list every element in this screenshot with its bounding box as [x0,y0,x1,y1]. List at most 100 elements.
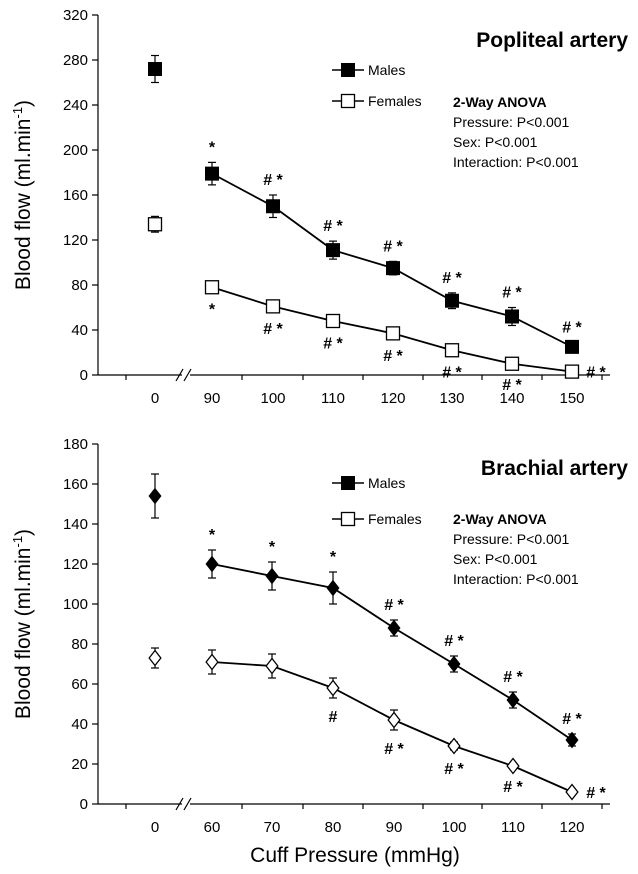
popliteal-chart-title: Popliteal artery [476,29,628,52]
popliteal-y-tick-label: 320 [63,7,88,24]
popliteal-data-point-females [325,313,341,329]
brachial-significance-mark: # * [384,597,404,614]
popliteal-data-point-females [504,356,520,371]
brachial-data-point-males [148,487,162,505]
popliteal-x-tick-label: 100 [260,390,285,407]
brachial-series-line-males [211,563,573,741]
popliteal-y-tick-label: 80 [71,277,88,294]
brachial-axis-break-mark [183,797,192,811]
popliteal-data-point-females [444,343,460,358]
brachial-legend-label: Females [368,511,422,527]
popliteal-significance-mark: # * [383,348,403,365]
popliteal-x-tick-label: 120 [380,390,405,407]
popliteal-significance-mark: # * [263,172,283,189]
popliteal-y-tick-label: 240 [63,97,88,114]
brachial-data-point-males [387,619,401,637]
brachial-data-point-females [205,653,219,671]
popliteal-data-point-females [265,299,281,314]
brachial-significance-mark: # [329,709,338,726]
popliteal-legend-marker [340,93,356,109]
brachial-data-point-females [326,679,340,697]
brachial-y-tick-label: 100 [63,596,88,613]
popliteal-significance-mark: # * [383,238,403,255]
brachial-significance-mark: # * [503,669,523,686]
brachial-x-tick-label: 60 [204,819,221,836]
brachial-data-point-males [265,567,279,585]
popliteal-y-tick-label: 40 [71,322,88,339]
brachial-y-tick-label: 140 [63,516,88,533]
popliteal-y-axis-label-main: Blood flow (ml.min [12,119,35,291]
brachial-legend-marker [341,476,355,490]
popliteal-significance-mark: # * [442,365,462,382]
popliteal-data-point-females [204,280,220,295]
popliteal-y-tick-label: 200 [63,142,88,159]
popliteal-anova-line: Pressure: P<0.001 [453,114,570,130]
brachial-data-point-males [326,579,340,597]
popliteal-data-point-males [445,293,459,308]
popliteal-data-point-males [505,309,519,324]
popliteal-anova-line: Sex: P<0.001 [453,134,538,150]
brachial-y-axis-label: Blood flow (ml.min-1) [10,529,35,719]
brachial-data-point-females [387,711,401,729]
popliteal-significance-mark: # * [502,285,522,302]
brachial-x-tick-label: 110 [501,819,525,836]
brachial-legend-label: Males [368,475,405,491]
popliteal-axis-break-mark [175,368,184,382]
brachial-y-tick-label: 40 [71,716,88,733]
brachial-significance-mark: * [209,527,216,544]
popliteal-significance-mark: # * [323,335,343,352]
popliteal-significance-mark: # * [263,321,283,338]
popliteal-x-tick-label: 0 [151,390,159,407]
brachial-y-tick-label: 60 [71,676,88,693]
popliteal-significance-mark: * [209,139,216,156]
brachial-data-point-males [447,655,461,673]
popliteal-legend-label: Females [368,93,422,109]
popliteal-x-tick-label: 150 [559,390,584,407]
popliteal-data-point-females [564,364,580,379]
brachial-data-point-females [565,783,579,801]
brachial-data-point-females [506,757,520,775]
popliteal-data-point-males [565,339,579,354]
brachial-data-point-females [148,649,162,667]
brachial-data-point-males [506,691,520,709]
brachial-axis-break-mark [175,797,184,811]
popliteal-y-tick-label: 160 [63,187,88,204]
popliteal-significance-mark: # * [323,218,343,235]
popliteal-anova-line: Interaction: P<0.001 [453,154,579,170]
brachial-significance-mark: # * [503,779,523,796]
popliteal-y-axis-label-superscript: -1 [10,107,25,119]
brachial-y-tick-label: 160 [63,476,88,493]
brachial-y-tick-label: 20 [71,756,88,773]
popliteal-y-tick-label: 280 [63,52,88,69]
brachial-y-tick-label: 0 [80,796,88,813]
popliteal-x-tick-label: 140 [499,390,524,407]
popliteal-data-point-females [147,217,163,232]
popliteal-legend-marker [341,63,355,77]
brachial-y-tick-label: 180 [63,436,88,453]
brachial-data-point-females [265,657,279,675]
popliteal-data-point-females [385,326,401,341]
popliteal-data-point-males [148,62,162,76]
brachial-y-axis-label-main: Blood flow (ml.min [12,548,35,720]
brachial-significance-mark: # * [562,711,582,728]
popliteal-y-axis-label-close: ) [12,100,35,107]
popliteal-y-tick-label: 120 [63,232,88,249]
popliteal-significance-mark: # * [502,377,522,394]
popliteal-significance-mark: # * [442,270,462,287]
brachial-x-tick-label: 80 [325,819,342,836]
brachial-y-axis-label-superscript: -1 [10,536,25,548]
popliteal-data-point-males [266,199,280,214]
brachial-x-tick-label: 70 [264,819,281,836]
brachial-chart-title: Brachial artery [481,457,628,480]
brachial-y-tick-label: 80 [71,636,88,653]
brachial-data-point-males [565,731,579,749]
brachial-x-tick-label: 120 [559,819,584,836]
popliteal-x-tick-label: 110 [321,390,345,407]
brachial-anova-line: Sex: P<0.001 [453,551,538,567]
brachial-anova-line: Interaction: P<0.001 [453,571,579,587]
popliteal-y-axis-label: Blood flow (ml.min-1) [10,100,35,290]
brachial-data-point-males [205,555,219,573]
popliteal-significance-mark: # * [586,365,606,382]
popliteal-data-point-males [386,261,400,276]
brachial-x-tick-label: 0 [151,819,159,836]
